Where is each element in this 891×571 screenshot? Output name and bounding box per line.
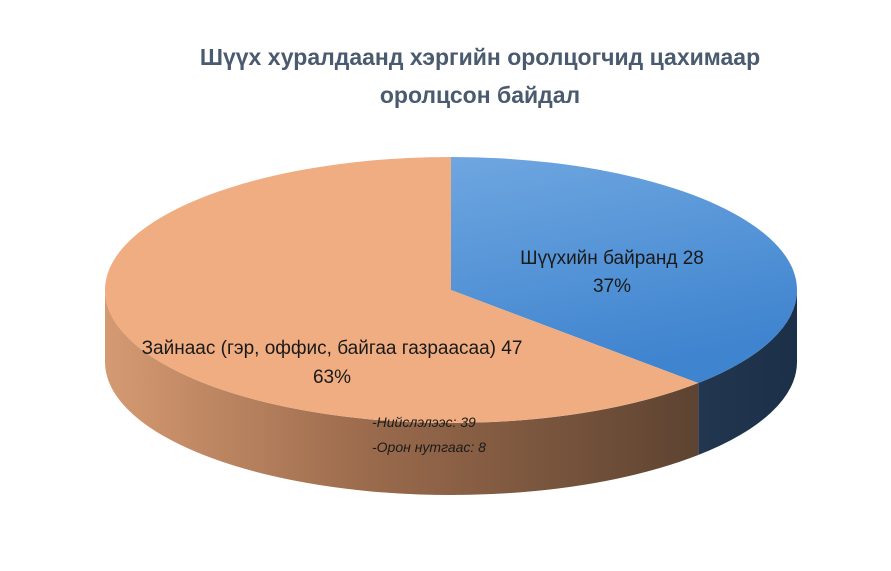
slice-label-courthouse: Шүүхийн байранд 28 (520, 248, 704, 269)
slice-top-courthouse (451, 157, 797, 384)
chart-title-line-1: Шүүх хуралдаанд хэргийн оролцогчид цахим… (199, 44, 761, 70)
chart-title-line-2: оролцсон байдал (379, 82, 581, 108)
annotation-rural: -Орон нутгаас: 8 (372, 439, 486, 455)
slice-percent-courthouse: 37% (593, 276, 631, 297)
slice-label-remote: Зайнаас (гэр, оффис, байгаа газраасаа) 4… (142, 338, 523, 359)
chart-title: Шүүх хуралдаанд хэргийн оролцогчид цахим… (120, 38, 840, 114)
slice-percent-remote: 63% (313, 367, 351, 388)
slice-side-courthouse (698, 290, 797, 456)
annotation-capital: -Нийслэлээс: 39 (372, 414, 476, 430)
slice-side-remote (105, 290, 699, 495)
slice-top-remote (105, 157, 699, 424)
